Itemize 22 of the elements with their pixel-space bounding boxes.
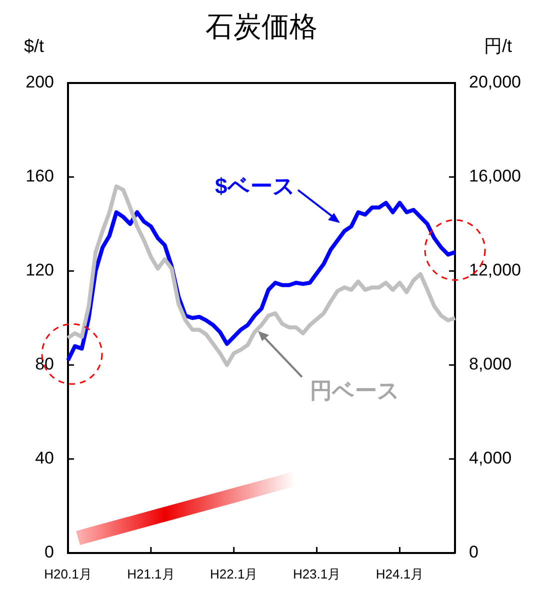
chart-title: 石炭価格 bbox=[206, 11, 318, 42]
x-tick-label: H23.1月 bbox=[292, 566, 341, 582]
x-tick-label: H22.1月 bbox=[210, 566, 258, 582]
y-tick-label: 120 bbox=[26, 260, 54, 280]
text: 円ベース bbox=[310, 378, 400, 403]
y-tick-label: 0 bbox=[44, 542, 54, 562]
y-tick-label: 80 bbox=[35, 354, 54, 374]
y2-tick-label: 20,000 bbox=[469, 72, 521, 92]
x-tick-label: H20.1月 bbox=[44, 566, 92, 582]
y2-tick-label: 4,000 bbox=[469, 448, 512, 468]
y2-tick-label: 16,000 bbox=[469, 166, 521, 186]
x-tick-label: H24.1月 bbox=[376, 566, 424, 582]
y2-tick-label: 8,000 bbox=[469, 354, 512, 374]
y2-tick-label: 0 bbox=[469, 542, 478, 562]
y2-tick-label: 12,000 bbox=[469, 260, 521, 280]
x-tick-label: H21.1月 bbox=[127, 566, 175, 582]
text: $ベース bbox=[215, 173, 296, 198]
y-tick-label: 160 bbox=[26, 166, 54, 186]
y-tick-label: 200 bbox=[26, 72, 54, 92]
y-tick-label: 40 bbox=[35, 448, 54, 468]
y-axis-title: $/t bbox=[24, 36, 44, 56]
y2-axis-title: 円/t bbox=[484, 36, 512, 56]
